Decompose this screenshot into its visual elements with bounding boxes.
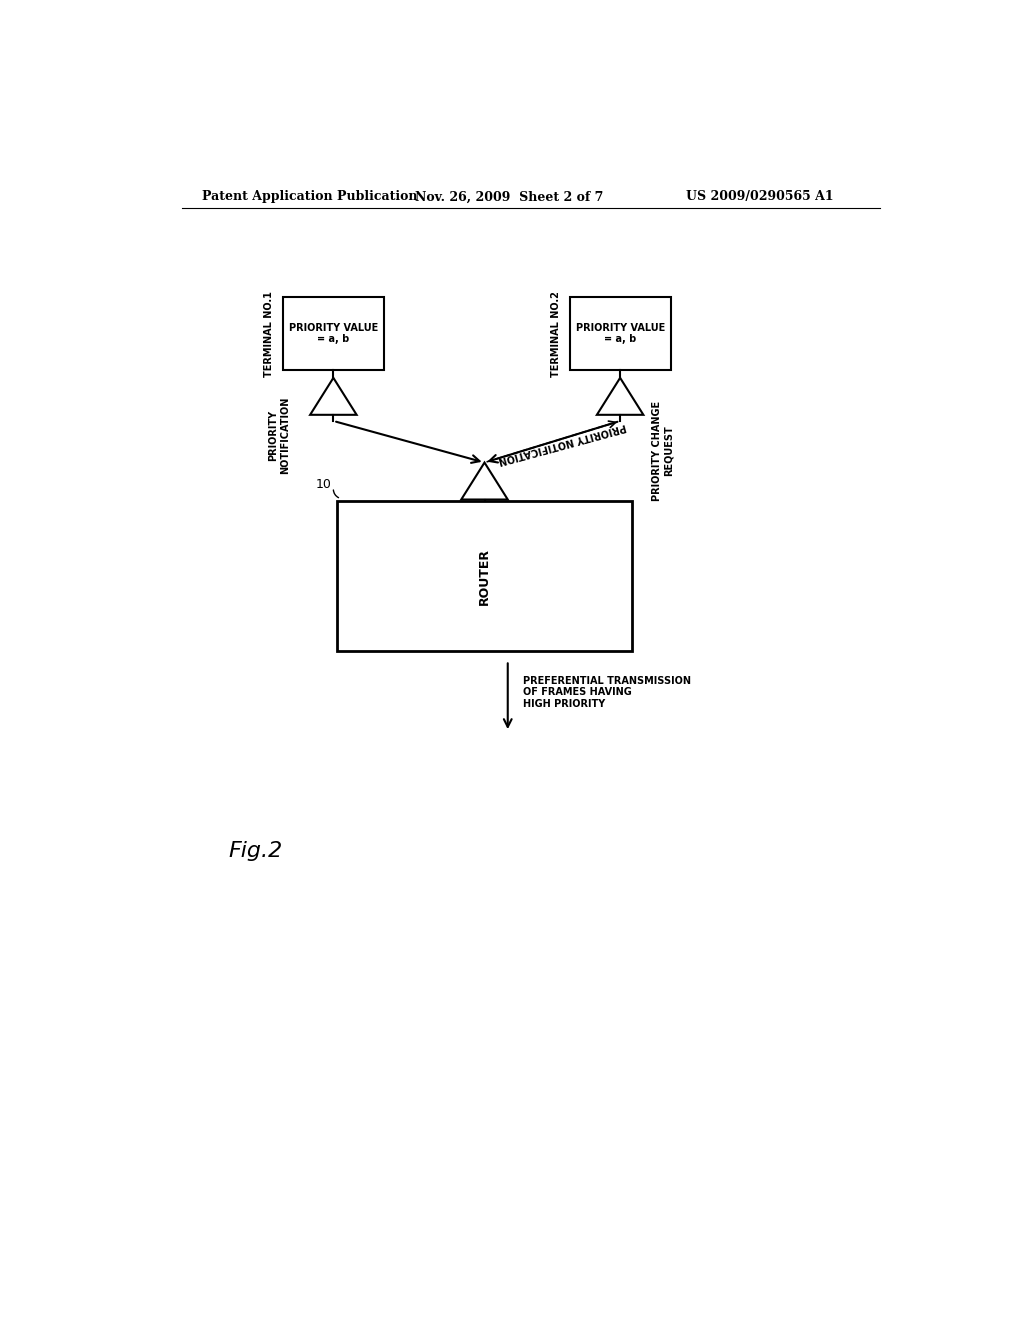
Text: PRIORITY NOTIFICATION: PRIORITY NOTIFICATION: [497, 421, 627, 466]
Text: Fig.2: Fig.2: [228, 841, 283, 862]
Text: TERMINAL NO.1: TERMINAL NO.1: [264, 290, 274, 376]
Bar: [283, 297, 384, 370]
Text: Nov. 26, 2009  Sheet 2 of 7: Nov. 26, 2009 Sheet 2 of 7: [415, 190, 603, 203]
Text: Patent Application Publication: Patent Application Publication: [202, 190, 417, 203]
Text: PRIORITY CHANGE
REQUEST: PRIORITY CHANGE REQUEST: [652, 401, 674, 502]
Text: US 2009/0290565 A1: US 2009/0290565 A1: [686, 190, 834, 203]
Text: 10: 10: [315, 478, 331, 491]
Text: PRIORITY
NOTIFICATION: PRIORITY NOTIFICATION: [268, 397, 290, 474]
Text: ROUTER: ROUTER: [478, 548, 490, 605]
Text: PRIORITY VALUE
= a, b: PRIORITY VALUE = a, b: [289, 323, 378, 345]
Text: TERMINAL NO.2: TERMINAL NO.2: [551, 290, 561, 376]
Text: PREFERENTIAL TRANSMISSION
OF FRAMES HAVING
HIGH PRIORITY: PREFERENTIAL TRANSMISSION OF FRAMES HAVI…: [523, 676, 691, 709]
Bar: [337, 502, 632, 651]
Text: PRIORITY VALUE
= a, b: PRIORITY VALUE = a, b: [575, 323, 665, 345]
Bar: [569, 297, 671, 370]
